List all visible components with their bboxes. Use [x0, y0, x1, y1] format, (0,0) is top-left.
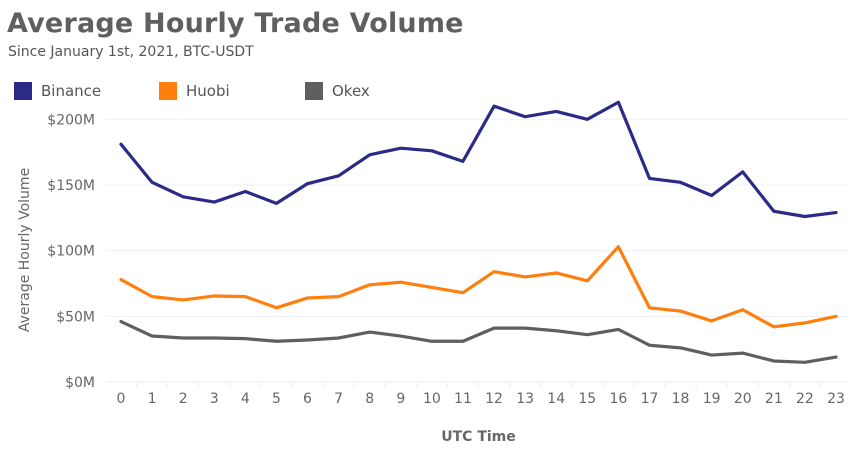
y-tick-label: $150M	[47, 178, 95, 194]
chart-subtitle: Since January 1st, 2021, BTC-USDT	[8, 44, 254, 60]
x-tick-label: 20	[734, 391, 752, 407]
legend-swatch-okex	[305, 82, 323, 100]
x-tick-label: 12	[485, 391, 503, 407]
x-tick-label: 23	[827, 391, 845, 407]
x-tick-label: 2	[179, 391, 188, 407]
x-tick-label: 5	[272, 391, 281, 407]
legend-label-binance: Binance	[41, 82, 102, 100]
x-tick-label: 10	[423, 391, 441, 407]
x-tick-label: 21	[765, 391, 783, 407]
x-tick-label: 3	[210, 391, 219, 407]
x-tick-label: 18	[672, 391, 690, 407]
x-tick-label: 13	[516, 391, 534, 407]
x-axis-title: UTC Time	[441, 429, 516, 445]
x-tick-label: 16	[609, 391, 627, 407]
x-tick-label: 9	[396, 391, 405, 407]
y-axis-title: Average Hourly Volume	[17, 168, 33, 332]
legend-item-huobi[interactable]: Huobi	[159, 82, 230, 100]
legend-item-binance[interactable]: Binance	[14, 82, 101, 100]
x-tick-label: 14	[547, 391, 565, 407]
y-tick-label: $100M	[47, 244, 95, 260]
series-line-binance	[119, 100, 838, 219]
legend-label-okex: Okex	[332, 82, 370, 100]
x-tick-label: 6	[303, 391, 312, 407]
legend-item-okex[interactable]: Okex	[305, 82, 370, 100]
x-tick-label: 17	[641, 391, 659, 407]
x-tick-label: 4	[241, 391, 250, 407]
y-tick-label: $0M	[65, 375, 95, 391]
x-tick-label: 22	[796, 391, 814, 407]
series-line-huobi	[119, 245, 838, 329]
legend-swatch-binance	[14, 82, 32, 100]
x-tick-label: 1	[148, 391, 157, 407]
x-tick-label: 19	[703, 391, 721, 407]
series-line-okex	[119, 319, 838, 364]
legend-swatch-huobi	[159, 82, 177, 100]
chart-title: Average Hourly Trade Volume	[7, 8, 464, 39]
y-tick-label: $50M	[56, 309, 95, 325]
x-tick-label: 7	[334, 391, 343, 407]
y-tick-label: $200M	[47, 112, 95, 128]
legend-label-huobi: Huobi	[186, 82, 230, 100]
x-tick-label: 15	[578, 391, 596, 407]
x-tick-label: 8	[365, 391, 374, 407]
x-tick-label: 0	[117, 391, 126, 407]
x-tick-label: 11	[454, 391, 472, 407]
